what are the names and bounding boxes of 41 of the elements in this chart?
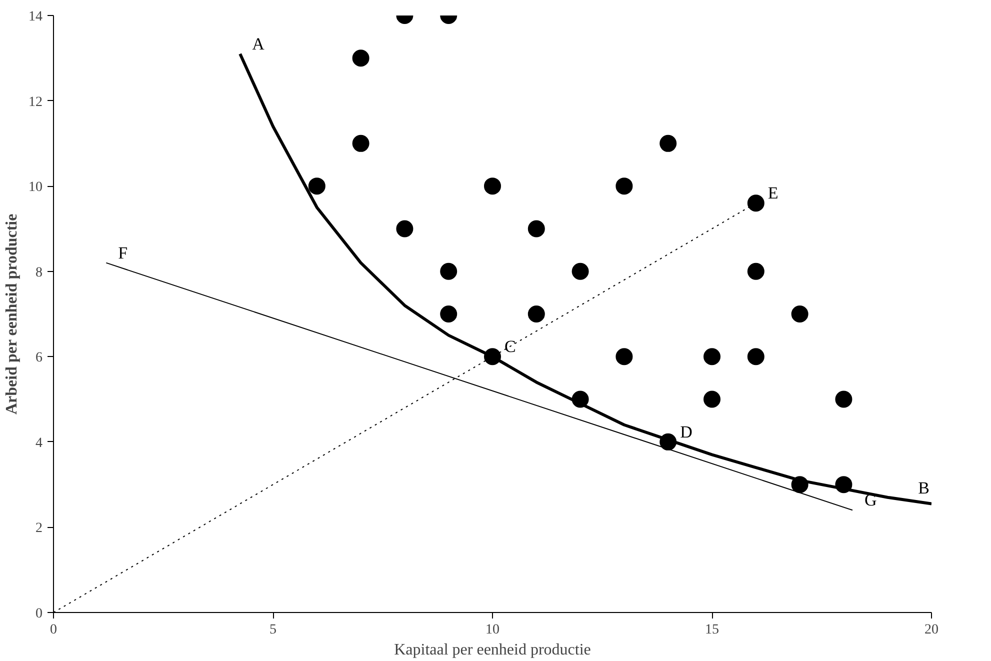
- point: [572, 262, 589, 280]
- point: [747, 348, 764, 366]
- x-tick-label: 20: [924, 622, 938, 638]
- y-tick-label: 14: [28, 10, 42, 24]
- point: [704, 390, 720, 408]
- point: [747, 262, 764, 280]
- point: [352, 134, 370, 152]
- point: [484, 178, 501, 195]
- point: [704, 348, 720, 366]
- x-tick-label: 0: [50, 622, 57, 638]
- x-axis-title: Kapitaal per eenheid productie: [394, 642, 591, 658]
- point: [791, 306, 808, 322]
- x-tick-label: 10: [486, 622, 500, 638]
- y-axis-title: Arbeid per eenheid productie: [4, 214, 20, 415]
- y-tick-label: 0: [36, 606, 42, 622]
- point: [747, 194, 764, 212]
- point: [528, 220, 545, 238]
- y-tick-label: 8: [36, 265, 42, 280]
- point: [616, 348, 633, 366]
- point: [352, 50, 370, 67]
- x-tick-label: 15: [705, 622, 719, 638]
- annotation: A: [252, 34, 266, 54]
- x-tick-label: 5: [270, 622, 276, 638]
- y-tick-label: 4: [36, 436, 42, 451]
- y-tick-label: 2: [36, 521, 42, 536]
- point: [660, 134, 677, 152]
- annotation: E: [768, 184, 778, 203]
- annotation: C: [504, 337, 516, 356]
- point: [528, 306, 545, 322]
- point: [440, 306, 458, 322]
- y-tick-label: 10: [28, 180, 42, 196]
- annotation: B: [918, 478, 930, 498]
- point: [616, 178, 633, 195]
- annotation: D: [680, 422, 692, 442]
- point: [396, 220, 414, 238]
- y-tick-label: 6: [36, 350, 42, 366]
- point: [440, 262, 458, 280]
- point: [835, 390, 852, 408]
- annotation: F: [118, 243, 128, 262]
- y-tick-label: 12: [28, 94, 42, 110]
- point: [308, 178, 326, 195]
